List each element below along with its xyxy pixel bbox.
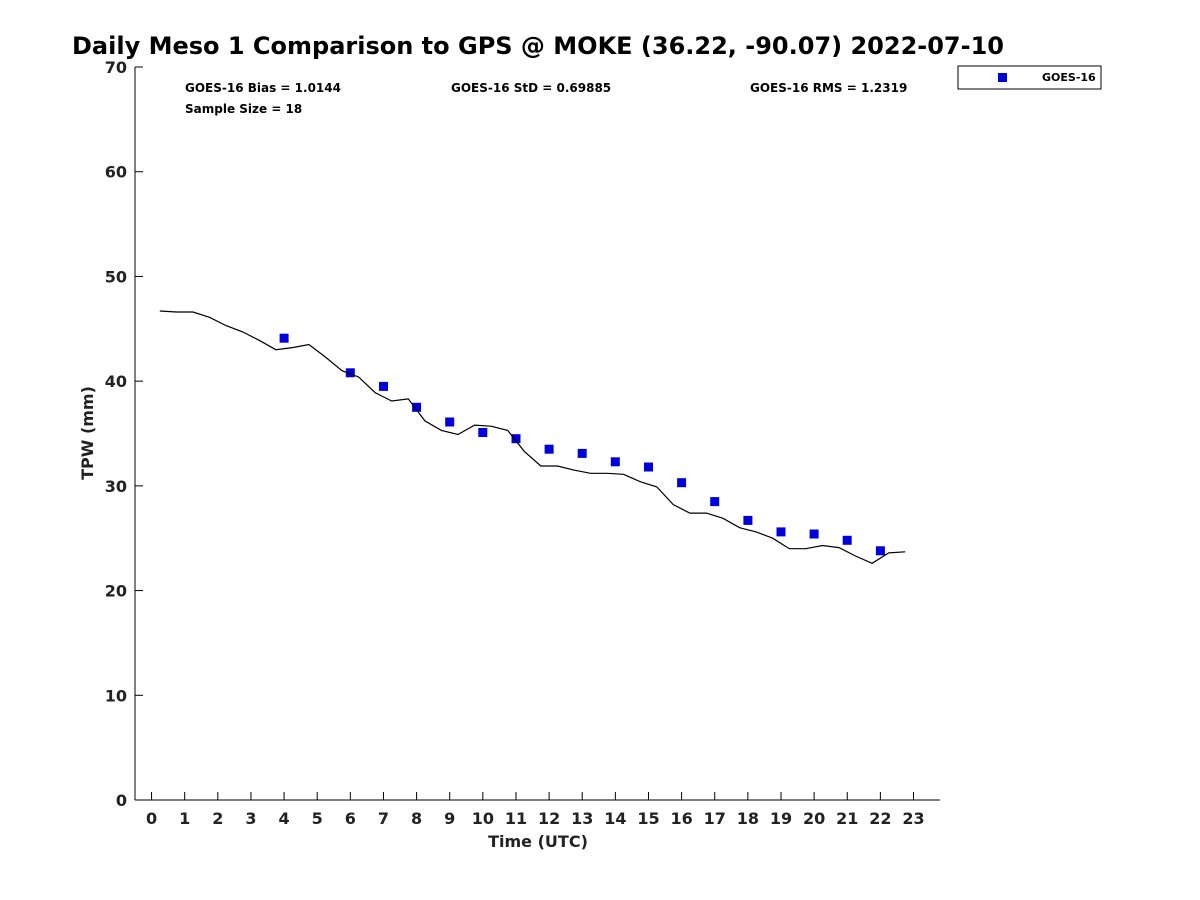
- y-tick-label: 40: [105, 372, 127, 391]
- plot-area: [134, 67, 940, 801]
- x-tick-label: 23: [902, 809, 924, 828]
- goes16-data-point: [478, 428, 488, 437]
- y-tick-label: 0: [116, 791, 127, 810]
- y-tick-label: 20: [105, 582, 127, 601]
- goes16-data-point: [412, 402, 422, 412]
- series-layer: [159, 310, 906, 564]
- goes16-data-point: [875, 546, 885, 556]
- x-tick-label: 11: [505, 809, 527, 828]
- legend-box: [957, 65, 1102, 90]
- y-axis-ticks: 0 10 20 30 40 50 60 70: [105, 58, 143, 810]
- x-axis-label: Time (UTC): [488, 832, 588, 851]
- y-tick-label: 50: [105, 267, 127, 286]
- x-tick-label: 8: [411, 809, 422, 828]
- goes16-data-point: [776, 527, 786, 537]
- x-tick-label: 16: [670, 809, 692, 828]
- statistics-annotations: GOES-16 Bias = 1.0144 GOES-16 StD = 0.69…: [185, 81, 907, 116]
- x-tick-label: 7: [378, 809, 389, 828]
- goes16-data-point: [677, 478, 687, 488]
- y-tick-label: 70: [105, 58, 127, 77]
- x-tick-label: 14: [604, 809, 626, 828]
- x-tick-label: 9: [444, 809, 455, 828]
- goes16-data-point: [610, 457, 620, 467]
- goes16-data-point: [644, 462, 653, 472]
- goes16-data-point: [809, 529, 819, 539]
- x-tick-label: 13: [571, 809, 593, 828]
- y-axis-label: TPW (mm): [78, 386, 97, 480]
- y-tick-label: 10: [105, 686, 127, 705]
- x-tick-label: 19: [770, 809, 792, 828]
- goes16-data-point: [345, 368, 355, 378]
- bias-stat: GOES-16 Bias = 1.0144: [185, 81, 341, 95]
- x-tick-label: 15: [637, 809, 659, 828]
- x-tick-label: 3: [245, 809, 256, 828]
- y-tick-label: 60: [105, 163, 127, 182]
- gps-tpw-line: [159, 310, 906, 564]
- legend-marker-goes16: [998, 73, 1007, 82]
- x-tick-label: 1: [179, 809, 190, 828]
- goes16-data-point: [842, 535, 852, 545]
- x-tick-label: 22: [869, 809, 891, 828]
- x-tick-label: 17: [704, 809, 726, 828]
- x-tick-label: 18: [737, 809, 759, 828]
- sample-size-stat: Sample Size = 18: [185, 102, 302, 116]
- x-axis-ticks: 0 1 2 3 4 5 6 7 8 9 10 11 12 13 14 15 16 17 18 19 20 21 22 23: [146, 792, 925, 828]
- goes16-data-point: [544, 444, 554, 454]
- goes16-data-point: [743, 515, 753, 525]
- x-tick-label: 10: [472, 809, 494, 828]
- legend-label-goes16: GOES-16: [1042, 71, 1096, 84]
- goes16-data-point: [279, 333, 289, 343]
- x-tick-label: 2: [212, 809, 223, 828]
- x-tick-label: 5: [312, 809, 323, 828]
- std-stat: GOES-16 StD = 0.69885: [451, 81, 611, 95]
- goes16-data-point: [511, 434, 521, 444]
- goes16-data-point: [577, 448, 587, 458]
- goes16-data-point: [445, 417, 455, 427]
- goes16-data-point: [710, 497, 720, 507]
- x-tick-label: 6: [345, 809, 356, 828]
- chart-title: Daily Meso 1 Comparison to GPS @ MOKE (3…: [72, 32, 1004, 60]
- y-tick-label: 30: [105, 477, 127, 496]
- x-tick-label: 20: [803, 809, 825, 828]
- goes16-data-point: [379, 381, 388, 391]
- x-tick-label: 0: [146, 809, 157, 828]
- x-tick-label: 12: [538, 809, 560, 828]
- x-tick-label: 4: [279, 809, 290, 828]
- x-tick-label: 21: [836, 809, 858, 828]
- rms-stat: GOES-16 RMS = 1.2319: [750, 81, 907, 95]
- legend: GOES-16: [957, 65, 1102, 90]
